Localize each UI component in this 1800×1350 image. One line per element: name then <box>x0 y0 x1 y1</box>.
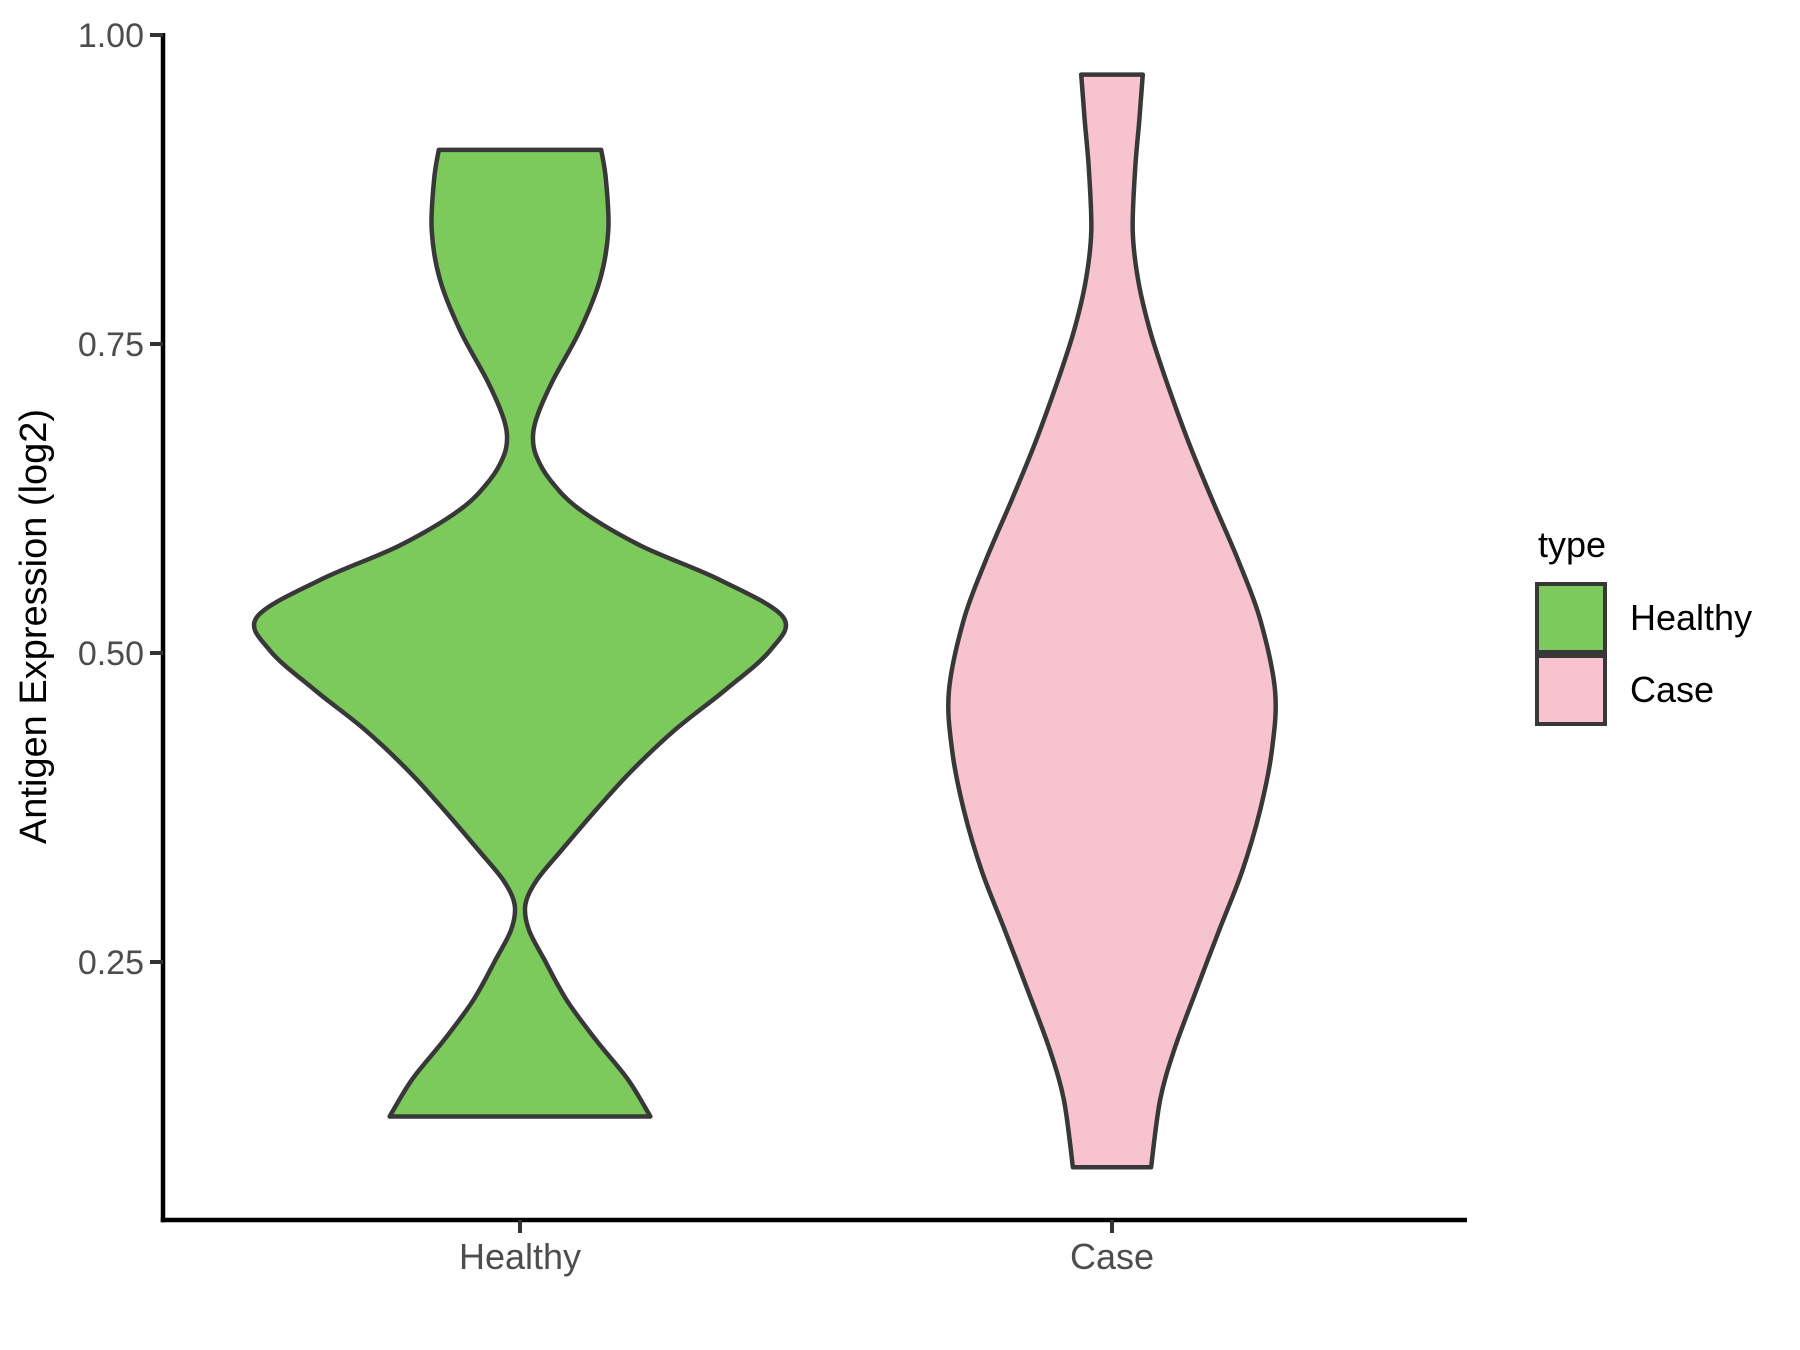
legend-title: type <box>1538 524 1606 565</box>
legend-label-healthy: Healthy <box>1630 597 1752 638</box>
legend-key-healthy <box>1535 582 1607 654</box>
legend: type Healthy Case <box>1535 524 1752 726</box>
y-tick-label: 0.75 <box>78 326 144 364</box>
y-axis-title: Antigen Expression (log2) <box>13 409 55 844</box>
y-tick-label: 0.25 <box>78 944 144 982</box>
legend-key-case <box>1535 654 1607 726</box>
y-tick-label: 0.50 <box>78 635 144 673</box>
x-tick-label-case: Case <box>1070 1236 1154 1277</box>
x-tick-label-healthy: Healthy <box>459 1236 581 1277</box>
violin-healthy <box>251 147 789 1119</box>
legend-label-case: Case <box>1630 669 1714 710</box>
violin-case <box>946 72 1278 1170</box>
y-tick-label: 1.00 <box>78 17 144 55</box>
